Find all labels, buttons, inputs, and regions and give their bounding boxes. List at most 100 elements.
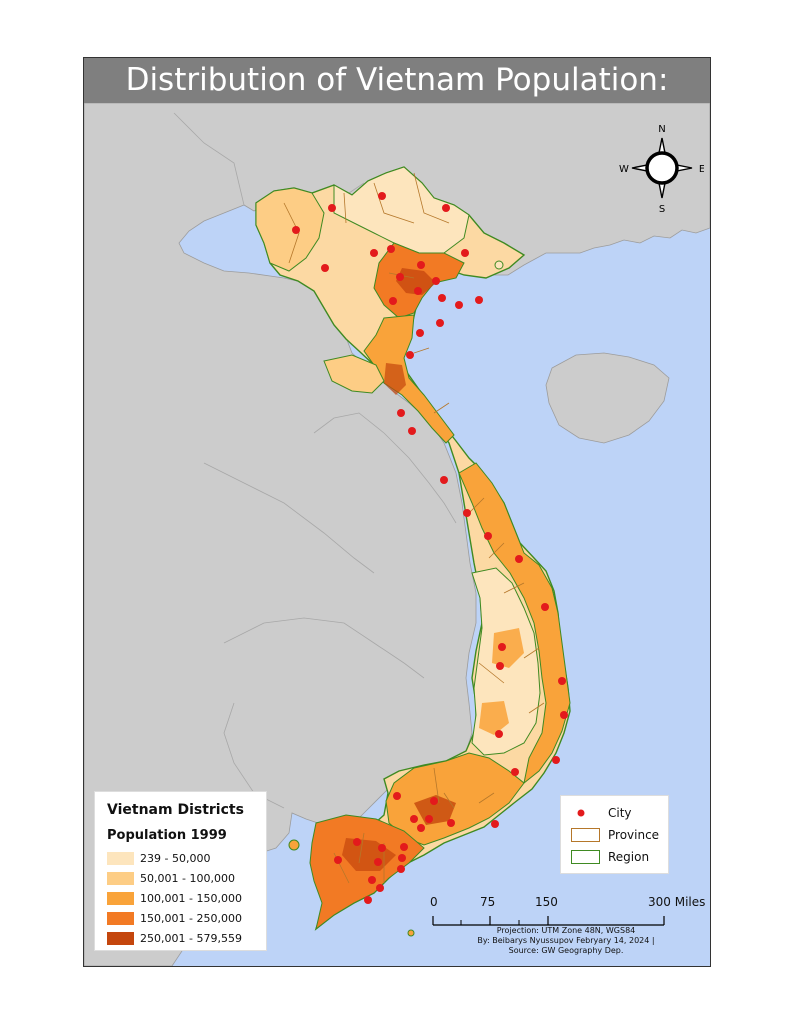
city-point (368, 876, 376, 884)
city-point (560, 711, 568, 719)
layer-legend: City Province Region (560, 795, 669, 874)
city-point (461, 249, 469, 257)
legend-subtitle: Population 1999 (107, 828, 227, 843)
compass-ring-icon (645, 151, 679, 185)
city-point (398, 854, 406, 862)
city-point (400, 843, 408, 851)
city-point (438, 294, 446, 302)
legend-swatch (107, 912, 134, 925)
city-point (436, 319, 444, 327)
credit-projection: Projection: UTM Zone 48N, WGS84 (496, 926, 636, 935)
legend-label: 150,001 - 250,000 (140, 912, 242, 925)
city-point (378, 844, 386, 852)
hainan-island (545, 352, 670, 444)
population-legend: Vietnam Districts Population 1999 239 - … (94, 791, 267, 951)
northwest-region (255, 187, 325, 272)
legend-swatch (107, 852, 134, 865)
island-phu-quoc (288, 839, 300, 851)
map-title: Distribution of Vietnam Population: 1999 (84, 58, 710, 143)
city-point (511, 768, 519, 776)
city-point (463, 509, 471, 517)
city-point (378, 192, 386, 200)
city-point (515, 555, 523, 563)
compass-w: W (619, 164, 629, 175)
compass-s: S (659, 204, 665, 215)
southeast-region (385, 752, 525, 846)
city-point (374, 858, 382, 866)
scale-line (432, 916, 665, 926)
credit-source: Source: GW Geography Dep. (508, 946, 624, 955)
city-point (397, 409, 405, 417)
city-dot-icon (577, 809, 585, 817)
south-central-coast (458, 462, 571, 785)
city-point (406, 351, 414, 359)
legend-swatch (107, 892, 134, 905)
legend-title: Vietnam Districts (107, 802, 244, 818)
scale-bar: 0 75 150 300 Miles (424, 893, 710, 933)
compass-e: E (699, 164, 704, 175)
province-swatch (571, 828, 600, 842)
compass-n: N (658, 124, 665, 135)
legend-label: Province (608, 828, 660, 842)
city-point (416, 329, 424, 337)
city-point (292, 226, 300, 234)
north-central-coast (363, 314, 455, 444)
west-highland-north (323, 354, 385, 394)
city-point (370, 249, 378, 257)
city-point (417, 824, 425, 832)
legend-label: City (608, 806, 632, 820)
city-point (455, 301, 463, 309)
legend-label: 239 - 50,000 (140, 852, 211, 865)
city-point (376, 884, 384, 892)
delta-core (396, 268, 436, 295)
scale-tick-75: 75 (480, 895, 496, 909)
legend-label: 50,001 - 100,000 (140, 872, 235, 885)
city-points (292, 192, 568, 904)
region-swatch (571, 850, 600, 864)
highlands-orange-patches (479, 628, 524, 735)
city-point (447, 819, 455, 827)
city-point (430, 797, 438, 805)
map-credits: Projection: UTM Zone 48N, WGS84 By: Beib… (456, 926, 676, 956)
city-point (397, 865, 405, 873)
city-point (334, 856, 342, 864)
legend-label: 100,001 - 150,000 (140, 892, 242, 905)
legend-label: 250,001 - 579,559 (140, 932, 242, 945)
city-point (425, 815, 433, 823)
credit-author: By: Beibarys Nyussupov Febryary 14, 2024… (477, 936, 655, 945)
city-point (393, 792, 401, 800)
scale-tick-150: 150 (535, 895, 558, 909)
city-point (410, 815, 418, 823)
city-point (408, 427, 416, 435)
city-point (389, 297, 397, 305)
city-point (484, 532, 492, 540)
city-point (414, 287, 422, 295)
northeast-region (333, 166, 470, 254)
legend-label: Region (608, 850, 650, 864)
coast-dark-strip (384, 363, 406, 395)
city-point (353, 838, 361, 846)
city-point (328, 204, 336, 212)
city-point (552, 756, 560, 764)
city-point (417, 261, 425, 269)
scale-tick-300: 300 Miles (648, 895, 706, 909)
city-point (321, 264, 329, 272)
scale-tick-0: 0 (430, 895, 438, 909)
city-point (387, 245, 395, 253)
hcmc-core (414, 795, 456, 825)
city-point (442, 204, 450, 212)
city-point (364, 896, 372, 904)
legend-swatch (107, 932, 134, 945)
city-point (496, 662, 504, 670)
map-canvas[interactable] (84, 103, 710, 966)
city-point (440, 476, 448, 484)
mekong-delta (309, 814, 425, 931)
city-point (558, 677, 566, 685)
north-arrow: N S W E (619, 124, 704, 215)
island-con-dao (407, 929, 415, 937)
legend-swatch (107, 872, 134, 885)
city-point (432, 277, 440, 285)
city-point (495, 730, 503, 738)
city-point (498, 643, 506, 651)
map-frame: Distribution of Vietnam Population: 1999 (83, 57, 711, 967)
